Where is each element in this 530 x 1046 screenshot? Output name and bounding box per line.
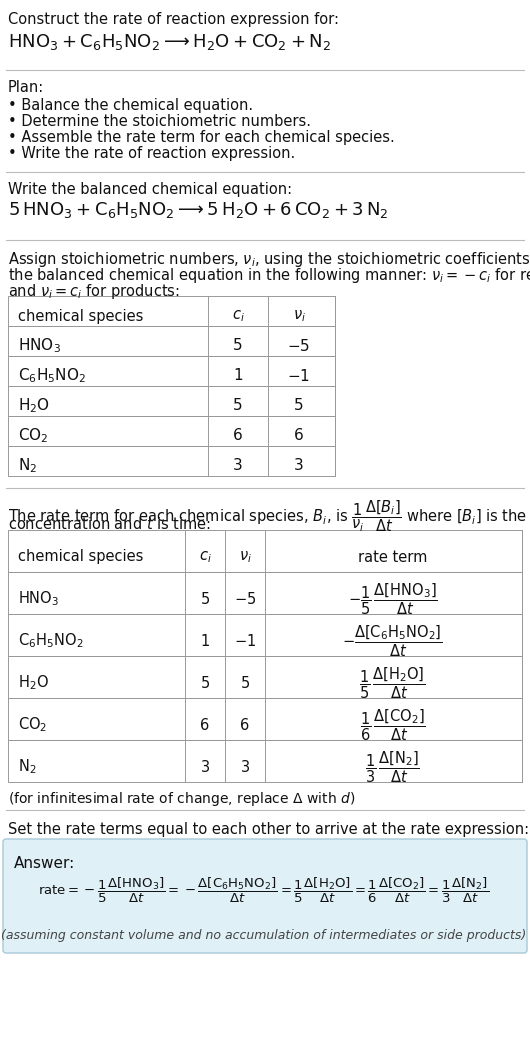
- Text: $\nu_i$: $\nu_i$: [238, 549, 251, 565]
- Text: $\mathrm{5\, HNO_3 + C_6H_5NO_2 \longrightarrow 5\, H_2O + 6\, CO_2 + 3\, N_2}$: $\mathrm{5\, HNO_3 + C_6H_5NO_2 \longrig…: [8, 200, 388, 220]
- Text: $\mathrm{CO_2}$: $\mathrm{CO_2}$: [18, 715, 47, 734]
- Text: $\mathrm{HNO_3 + C_6H_5NO_2 \longrightarrow H_2O + CO_2 + N_2}$: $\mathrm{HNO_3 + C_6H_5NO_2 \longrightar…: [8, 32, 331, 52]
- Bar: [8, 530, 522, 572]
- Text: $\mathrm{CO_2}$: $\mathrm{CO_2}$: [18, 427, 48, 446]
- Text: $\mathrm{H_2O}$: $\mathrm{H_2O}$: [18, 674, 49, 692]
- Text: chemical species: chemical species: [18, 309, 144, 323]
- Text: 1: 1: [200, 634, 210, 649]
- Bar: [8, 656, 522, 698]
- Text: $\mathrm{N_2}$: $\mathrm{N_2}$: [18, 457, 37, 475]
- Text: 5: 5: [200, 676, 210, 690]
- Text: 6: 6: [200, 718, 210, 732]
- Text: • Write the rate of reaction expression.: • Write the rate of reaction expression.: [8, 146, 295, 161]
- Text: 3: 3: [241, 759, 250, 774]
- Text: the balanced chemical equation in the following manner: $\nu_i = -c_i$ for react: the balanced chemical equation in the fo…: [8, 266, 530, 285]
- Text: Assign stoichiometric numbers, $\nu_i$, using the stoichiometric coefficients, $: Assign stoichiometric numbers, $\nu_i$, …: [8, 250, 530, 269]
- Text: $-\dfrac{\Delta[\mathrm{C_6H_5NO_2}]}{\Delta t}$: $-\dfrac{\Delta[\mathrm{C_6H_5NO_2}]}{\D…: [342, 623, 443, 659]
- Text: • Assemble the rate term for each chemical species.: • Assemble the rate term for each chemic…: [8, 130, 395, 145]
- Text: $\mathrm{N_2}$: $\mathrm{N_2}$: [18, 757, 37, 776]
- Text: $\nu_i$: $\nu_i$: [293, 309, 305, 324]
- Text: • Balance the chemical equation.: • Balance the chemical equation.: [8, 98, 253, 113]
- Text: 3: 3: [200, 759, 209, 774]
- Bar: [8, 356, 335, 386]
- Text: Answer:: Answer:: [14, 856, 75, 871]
- Text: 5: 5: [241, 676, 250, 690]
- Bar: [8, 446, 335, 476]
- Text: $-1$: $-1$: [287, 368, 311, 384]
- Text: $-5$: $-5$: [234, 591, 256, 607]
- Text: 3: 3: [294, 458, 304, 474]
- Bar: [8, 326, 335, 356]
- Text: The rate term for each chemical species, $B_i$, is $\dfrac{1}{\nu_i}\dfrac{\Delt: The rate term for each chemical species,…: [8, 498, 530, 533]
- Text: $-\dfrac{1}{5}\,\dfrac{\Delta[\mathrm{HNO_3}]}{\Delta t}$: $-\dfrac{1}{5}\,\dfrac{\Delta[\mathrm{HN…: [348, 582, 437, 617]
- FancyBboxPatch shape: [3, 839, 527, 953]
- Text: $\dfrac{1}{5}\,\dfrac{\Delta[\mathrm{H_2O}]}{\Delta t}$: $\dfrac{1}{5}\,\dfrac{\Delta[\mathrm{H_2…: [359, 665, 426, 701]
- Text: $-5$: $-5$: [287, 338, 311, 354]
- Bar: [8, 416, 335, 446]
- Text: 6: 6: [294, 429, 304, 444]
- Text: chemical species: chemical species: [18, 549, 144, 565]
- Text: rate term: rate term: [358, 549, 427, 565]
- Text: Write the balanced chemical equation:: Write the balanced chemical equation:: [8, 182, 292, 197]
- Text: $-1$: $-1$: [234, 633, 256, 649]
- Text: $\dfrac{1}{6}\,\dfrac{\Delta[\mathrm{CO_2}]}{\Delta t}$: $\dfrac{1}{6}\,\dfrac{\Delta[\mathrm{CO_…: [360, 707, 426, 743]
- Text: 5: 5: [233, 339, 243, 354]
- Bar: [8, 572, 522, 614]
- Text: 5: 5: [200, 591, 210, 607]
- Bar: [8, 296, 335, 326]
- Text: • Determine the stoichiometric numbers.: • Determine the stoichiometric numbers.: [8, 114, 311, 129]
- Text: 5: 5: [294, 399, 304, 413]
- Bar: [8, 698, 522, 740]
- Text: 5: 5: [233, 399, 243, 413]
- Text: 1: 1: [233, 368, 243, 384]
- Text: $\dfrac{1}{3}\,\dfrac{\Delta[\mathrm{N_2}]}{\Delta t}$: $\dfrac{1}{3}\,\dfrac{\Delta[\mathrm{N_2…: [365, 749, 420, 784]
- Text: Construct the rate of reaction expression for:: Construct the rate of reaction expressio…: [8, 12, 339, 27]
- Text: Plan:: Plan:: [8, 79, 44, 95]
- Text: $\mathrm{C_6H_5NO_2}$: $\mathrm{C_6H_5NO_2}$: [18, 367, 86, 385]
- Text: (for infinitesimal rate of change, replace Δ with $d$): (for infinitesimal rate of change, repla…: [8, 790, 355, 808]
- Text: (assuming constant volume and no accumulation of intermediates or side products): (assuming constant volume and no accumul…: [2, 929, 527, 942]
- Text: $\mathrm{rate} = -\dfrac{1}{5}\dfrac{\Delta[\mathrm{HNO_3}]}{\Delta t} = -\dfrac: $\mathrm{rate} = -\dfrac{1}{5}\dfrac{\De…: [38, 876, 490, 905]
- Text: 6: 6: [241, 718, 250, 732]
- Bar: [8, 614, 522, 656]
- Text: $\mathrm{H_2O}$: $\mathrm{H_2O}$: [18, 396, 50, 415]
- Text: and $\nu_i = c_i$ for products:: and $\nu_i = c_i$ for products:: [8, 282, 180, 301]
- Bar: [8, 740, 522, 782]
- Text: 6: 6: [233, 429, 243, 444]
- Text: $c_i$: $c_i$: [232, 309, 244, 324]
- Text: 3: 3: [233, 458, 243, 474]
- Text: $\mathrm{C_6H_5NO_2}$: $\mathrm{C_6H_5NO_2}$: [18, 632, 83, 651]
- Text: $\mathrm{HNO_3}$: $\mathrm{HNO_3}$: [18, 590, 59, 609]
- Text: concentration and $t$ is time:: concentration and $t$ is time:: [8, 516, 211, 532]
- Text: $c_i$: $c_i$: [199, 549, 211, 565]
- Bar: [8, 386, 335, 416]
- Text: Set the rate terms equal to each other to arrive at the rate expression:: Set the rate terms equal to each other t…: [8, 822, 529, 837]
- Text: $\mathrm{HNO_3}$: $\mathrm{HNO_3}$: [18, 337, 61, 356]
